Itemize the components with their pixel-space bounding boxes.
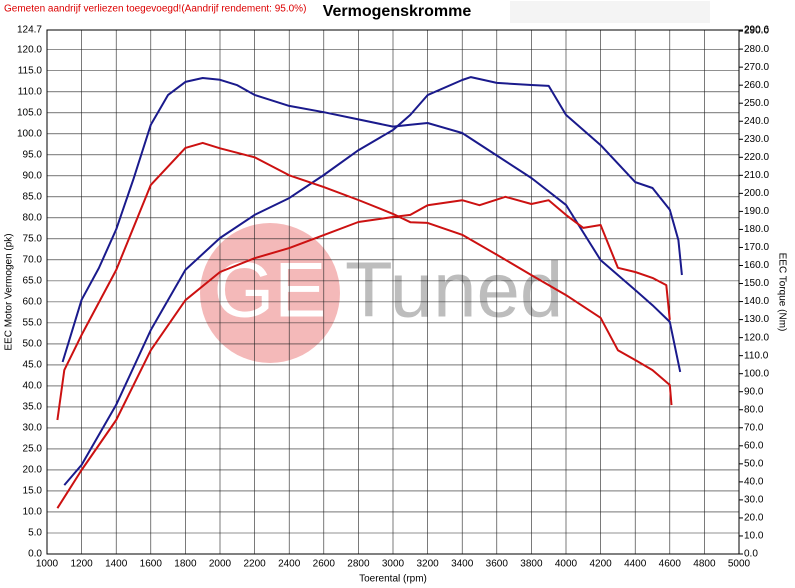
watermark: GE Tuned [200, 223, 563, 363]
y-tick-label: 80.0 [23, 212, 43, 223]
y-tick-label: 124.7 [17, 25, 42, 36]
y-tick-label: 115.0 [18, 65, 43, 76]
y-tick-label: 25.0 [23, 444, 43, 455]
y2-axis-label: EEC Torque (Nm) [776, 253, 787, 332]
y2-tick-label: 220.0 [744, 152, 769, 163]
x-tick-label: 3800 [520, 559, 543, 570]
plot-frame [46, 29, 740, 555]
y2-tick-label: 190.0 [744, 206, 769, 217]
series-line [61, 77, 682, 373]
y-axis-label: EEC Motor Vermogen (pk) [4, 233, 15, 350]
y2-tick-label: 20.0 [744, 513, 764, 524]
y2-tick-label: 210.0 [744, 170, 769, 181]
chart-title: Vermogenskromme [323, 3, 472, 20]
x-tick-label: 1600 [140, 559, 163, 570]
y2-tick-label: 70.0 [744, 422, 764, 433]
watermark-circle [200, 223, 340, 363]
y2-tick-label: 230.0 [744, 134, 769, 145]
series-line [63, 76, 683, 486]
y2-tick-label: 120.0 [744, 332, 769, 343]
y-tick-label: 40.0 [23, 381, 43, 392]
y2-tick-label: 250.0 [744, 98, 769, 109]
y-tick-label: 15.0 [23, 486, 43, 497]
x-tick-label: 2000 [209, 559, 232, 570]
y-tick-label: 65.0 [23, 276, 43, 287]
x-tick-label: 5000 [728, 559, 751, 570]
x-tick-label: 2600 [313, 559, 336, 570]
x-tick-label: 1200 [70, 559, 93, 570]
y2-tick-label: 200.0 [744, 188, 769, 199]
y-tick-label: 95.0 [23, 149, 43, 160]
y-tick-label: 120.0 [17, 44, 42, 55]
y-tick-label: 30.0 [23, 423, 43, 434]
y-tick-label: 20.0 [23, 465, 43, 476]
x-tick-label: 2200 [243, 559, 266, 570]
y-tick-label: 70.0 [23, 254, 43, 265]
header-box [510, 1, 710, 23]
x-tick-label: 1800 [174, 559, 197, 570]
x-tick-label: 1000 [36, 559, 59, 570]
x-tick-label: 3600 [486, 559, 509, 570]
y2-tick-label: 150.0 [744, 278, 769, 289]
x-tick-label: 2400 [278, 559, 301, 570]
x-tick-label: 4200 [589, 559, 612, 570]
y-tick-label: 45.0 [23, 360, 43, 371]
y-tick-label: 10.0 [23, 507, 43, 518]
y2-tick-label: 10.0 [744, 531, 764, 542]
y-tick-label: 60.0 [23, 297, 43, 308]
y-tick-label: 100.0 [17, 128, 42, 139]
y2-tick-label: 130.0 [744, 314, 769, 325]
x-tick-label: 4400 [624, 559, 647, 570]
x-tick-label: 3400 [451, 559, 474, 570]
y2-tick-label: 170.0 [744, 242, 769, 253]
y2-tick-label: 280.0 [744, 44, 769, 55]
y2-tick-label: 140.0 [744, 296, 769, 307]
y2-tick-label: 290.6 [744, 25, 769, 36]
series-line [56, 195, 671, 509]
x-tick-label: 2800 [347, 559, 370, 570]
y2-tick-label: 60.0 [744, 440, 764, 451]
y2-tick-label: 110.0 [744, 350, 769, 361]
x-tick-label: 1400 [105, 559, 128, 570]
y-tick-label: 85.0 [23, 191, 43, 202]
y2-tick-label: 270.0 [744, 62, 769, 73]
y2-tick-label: 90.0 [744, 386, 764, 397]
y-tick-label: 5.0 [28, 528, 42, 539]
subtitle: Gemeten aandrijf verliezen toegevoegd!(A… [4, 4, 306, 15]
x-tick-label: 4800 [693, 559, 716, 570]
y2-tick-label: 50.0 [744, 458, 764, 469]
y2-tick-label: 260.0 [744, 80, 769, 91]
x-tick-label: 4000 [555, 559, 578, 570]
y2-tick-label: 80.0 [744, 404, 764, 415]
watermark-ge: GE [214, 246, 327, 334]
x-tick-label: 4600 [659, 559, 682, 570]
y2-tick-label: 160.0 [744, 260, 769, 271]
y-tick-label: 110.0 [18, 86, 43, 97]
y2-tick-label: 240.0 [744, 116, 769, 127]
y-tick-label: 90.0 [23, 170, 43, 181]
y-tick-label: 75.0 [23, 233, 43, 244]
y-tick-label: 55.0 [23, 318, 43, 329]
y2-tick-label: 40.0 [744, 477, 764, 488]
y2-tick-label: 0.0 [744, 549, 758, 560]
y2-tick-label: 180.0 [744, 224, 769, 235]
y2-tick-label: 100.0 [744, 368, 769, 379]
y-tick-label: 0.0 [28, 549, 42, 560]
x-axis-label: Toerental (rpm) [359, 574, 427, 585]
x-tick-label: 3000 [382, 559, 405, 570]
y-tick-label: 105.0 [17, 107, 42, 118]
series-line [56, 141, 673, 421]
y-tick-label: 35.0 [23, 402, 43, 413]
x-tick-label: 3200 [416, 559, 439, 570]
y2-tick-label: 30.0 [744, 495, 764, 506]
y2-tick-label: 290.0 [744, 26, 769, 37]
y-tick-label: 50.0 [23, 339, 43, 350]
watermark-tuned: Tuned [345, 246, 563, 334]
